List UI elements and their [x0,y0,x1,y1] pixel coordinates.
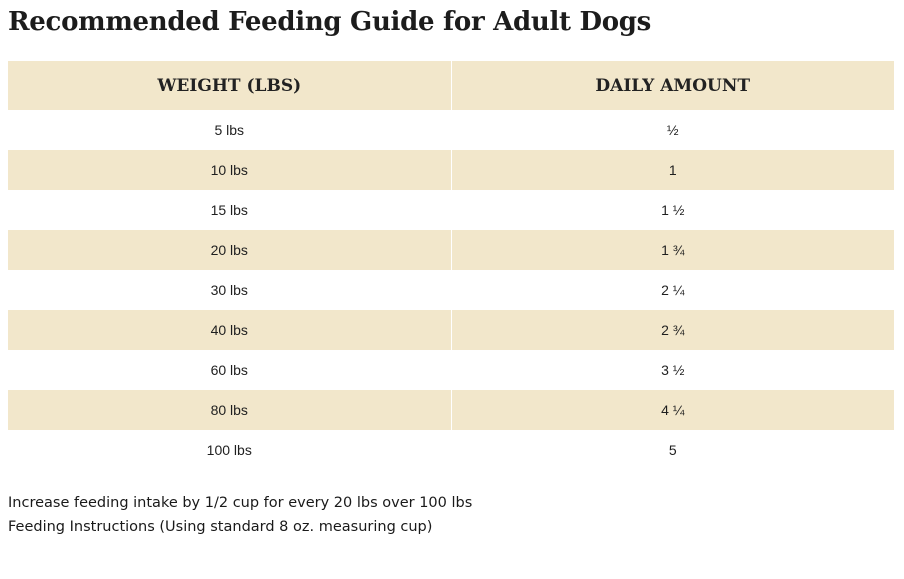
daily-amount-cell: 2 ¾ [451,310,894,350]
increase-note: Increase feeding intake by 1/2 cup for e… [8,495,473,511]
weight-cell: 30 lbs [8,270,452,310]
table-row: 30 lbs 2 ¼ [8,270,894,310]
table-header-row: WEIGHT (LBS) DAILY AMOUNT [8,61,894,110]
daily-amount-cell: 4 ¼ [451,390,894,430]
daily-amount-cell: 1 ½ [451,190,894,230]
daily-amount-cell: 3 ½ [451,350,894,390]
weight-column-header: WEIGHT (LBS) [8,61,452,110]
daily-amount-cell: ½ [451,110,894,150]
weight-cell: 80 lbs [8,390,452,430]
table-row: 80 lbs 4 ¼ [8,390,894,430]
weight-cell: 15 lbs [8,190,452,230]
feeding-notes: Increase feeding intake by 1/2 cup for e… [8,491,472,539]
weight-cell: 40 lbs [8,310,452,350]
daily-amount-cell: 2 ¼ [451,270,894,310]
daily-amount-cell: 1 [451,150,894,190]
table-row: 60 lbs 3 ½ [8,350,894,390]
table-row: 100 lbs 5 [8,430,894,470]
instructions-note: Feeding Instructions (Using standard 8 o… [8,519,433,535]
daily-amount-column-header: DAILY AMOUNT [451,61,894,110]
table-row: 20 lbs 1 ¾ [8,230,894,270]
table-row: 40 lbs 2 ¾ [8,310,894,350]
daily-amount-cell: 1 ¾ [451,230,894,270]
weight-cell: 5 lbs [8,110,452,150]
weight-cell: 100 lbs [8,430,452,470]
page-title: Recommended Feeding Guide for Adult Dogs [8,7,651,37]
table-row: 10 lbs 1 [8,150,894,190]
table-row: 5 lbs ½ [8,110,894,150]
weight-cell: 60 lbs [8,350,452,390]
feeding-guide-table: WEIGHT (LBS) DAILY AMOUNT 5 lbs ½ 10 lbs… [8,61,894,470]
weight-cell: 20 lbs [8,230,452,270]
daily-amount-cell: 5 [451,430,894,470]
weight-cell: 10 lbs [8,150,452,190]
table-row: 15 lbs 1 ½ [8,190,894,230]
